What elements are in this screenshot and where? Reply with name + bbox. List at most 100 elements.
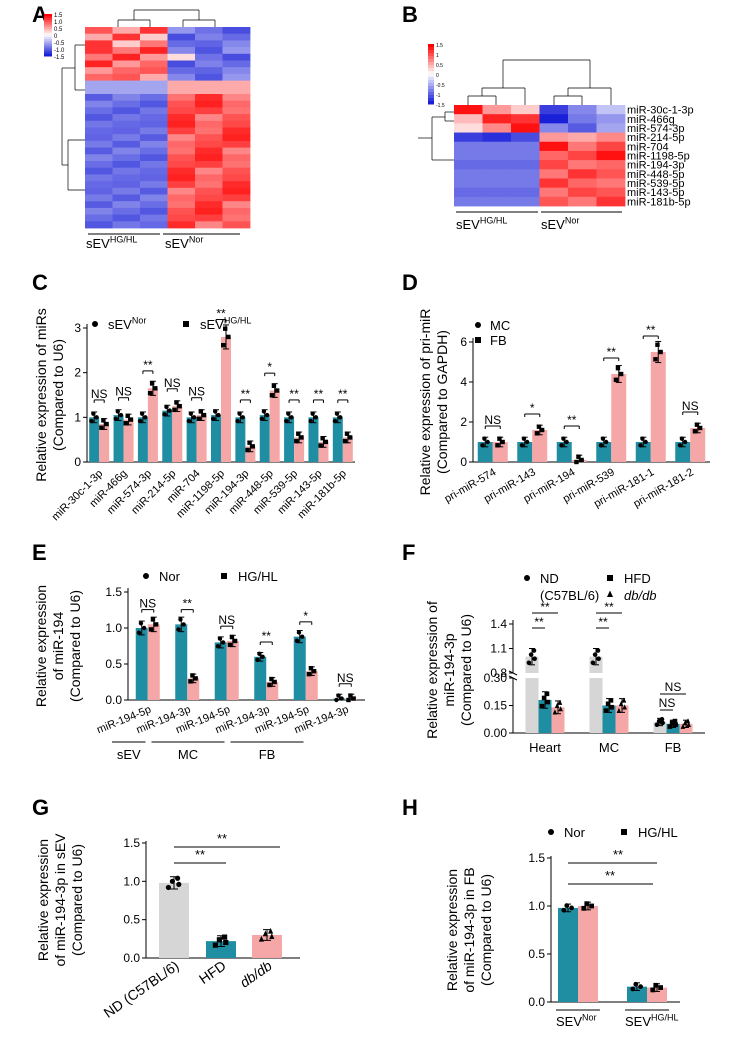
heatmap-cell	[222, 214, 251, 222]
data-point	[196, 416, 202, 421]
bar-0	[653, 722, 667, 733]
heatmap-cell	[222, 134, 251, 142]
heatmap-cell	[167, 73, 196, 81]
heatmap-cell	[85, 94, 113, 102]
heatmap-cell	[568, 150, 597, 161]
colorbar-segment	[44, 24, 52, 28]
data-point	[137, 418, 143, 424]
data-point	[237, 411, 242, 416]
heatmap-cell	[511, 160, 540, 170]
data-point	[149, 381, 155, 386]
panel-label-b: B	[402, 2, 418, 27]
legend-marker	[475, 337, 481, 343]
colorbar-segment	[428, 86, 434, 90]
heatmap-cell	[596, 132, 626, 143]
heatmap-cell	[167, 80, 196, 88]
heatmap-cell	[140, 80, 168, 88]
data-point	[595, 648, 601, 653]
data-point	[148, 627, 154, 632]
heatmap-cell	[222, 100, 251, 108]
heatmap-cell	[85, 87, 113, 95]
heatmap-cell	[85, 207, 113, 215]
heatmap-cell	[596, 187, 626, 198]
data-point	[592, 652, 598, 657]
data-point	[169, 878, 175, 884]
heatmap-cell	[140, 47, 168, 55]
label-superscript: HG/HL	[224, 316, 252, 326]
significance-label: **	[217, 831, 227, 846]
heatmap-cell	[112, 201, 141, 209]
data-point	[138, 621, 144, 626]
heatmap-row-label: miR-194-3p	[627, 160, 684, 172]
heatmap-cell	[482, 141, 512, 152]
colorbar-segment	[428, 77, 434, 81]
data-point	[667, 724, 673, 729]
data-point	[125, 413, 130, 419]
data-point	[289, 415, 294, 420]
heatmap-cell	[85, 107, 113, 115]
group-label: sEVNor	[165, 235, 203, 251]
colorbar-tick: -1.0	[54, 48, 65, 54]
y-tick-label: 1.5	[123, 836, 140, 850]
y-axis-title: (Compared to GAPDH)	[434, 330, 450, 474]
data-point	[259, 416, 265, 421]
heatmap-cell	[112, 67, 141, 75]
legend-marker	[183, 321, 189, 327]
colorbar-segment	[428, 65, 434, 69]
colorbar-segment	[428, 47, 434, 51]
heatmap-cell	[167, 53, 196, 61]
data-point	[584, 901, 590, 907]
colorbar-segment	[44, 26, 52, 30]
data-point	[181, 622, 186, 627]
colorbar-segment	[44, 41, 52, 44]
data-point	[658, 985, 663, 990]
heatmap-cell	[167, 114, 196, 122]
heatmap-cell	[112, 94, 141, 102]
data-point	[633, 981, 639, 987]
data-point	[613, 377, 619, 383]
heatmap-cell	[167, 100, 196, 108]
data-point	[528, 652, 534, 657]
heatmap-cell	[511, 169, 540, 179]
data-point	[534, 431, 540, 436]
heatmap-cell	[195, 174, 223, 182]
heatmap-cell	[85, 127, 113, 135]
y-axis-title: (Compared to U6)	[478, 874, 494, 986]
heatmap-cell	[482, 178, 512, 189]
panel-label-f: F	[402, 540, 415, 565]
heatmap-cell	[167, 87, 196, 95]
significance-label: NS	[164, 376, 181, 390]
data-point	[576, 454, 581, 459]
data-point	[655, 342, 660, 347]
colorbar-tick: 1.5	[436, 43, 443, 49]
legend-label: HG/HL	[238, 569, 278, 584]
panel-label-g: G	[32, 795, 49, 820]
data-point	[164, 404, 169, 410]
data-point	[677, 443, 683, 448]
heatmap-cell	[222, 33, 251, 41]
significance-label: NS	[665, 680, 682, 694]
heatmap-cell	[454, 187, 483, 198]
y-axis-title: miR-194-3p	[441, 633, 457, 706]
group-label: sEVHG/HL	[86, 235, 137, 251]
data-point	[669, 720, 675, 726]
heatmap-cell	[112, 140, 141, 148]
legend-marker	[621, 829, 627, 835]
heatmap-cell	[511, 150, 540, 161]
data-point	[531, 648, 537, 653]
colorbar-segment	[44, 35, 52, 38]
panel-label-d: D	[402, 270, 418, 295]
colorbar-segment	[44, 37, 52, 40]
colorbar-segment	[428, 53, 434, 57]
bar-treatment	[690, 428, 706, 462]
y-tick-label: 1	[74, 410, 81, 424]
data-point	[176, 627, 181, 632]
data-point	[552, 709, 558, 715]
data-point	[600, 436, 606, 441]
y-tick-label: 1.0	[528, 899, 545, 913]
heatmap-cell	[222, 201, 251, 209]
significance-label: **	[314, 387, 324, 401]
bar-0	[159, 882, 189, 958]
heatmap-cell	[482, 105, 512, 115]
heatmap-cell	[222, 181, 251, 189]
